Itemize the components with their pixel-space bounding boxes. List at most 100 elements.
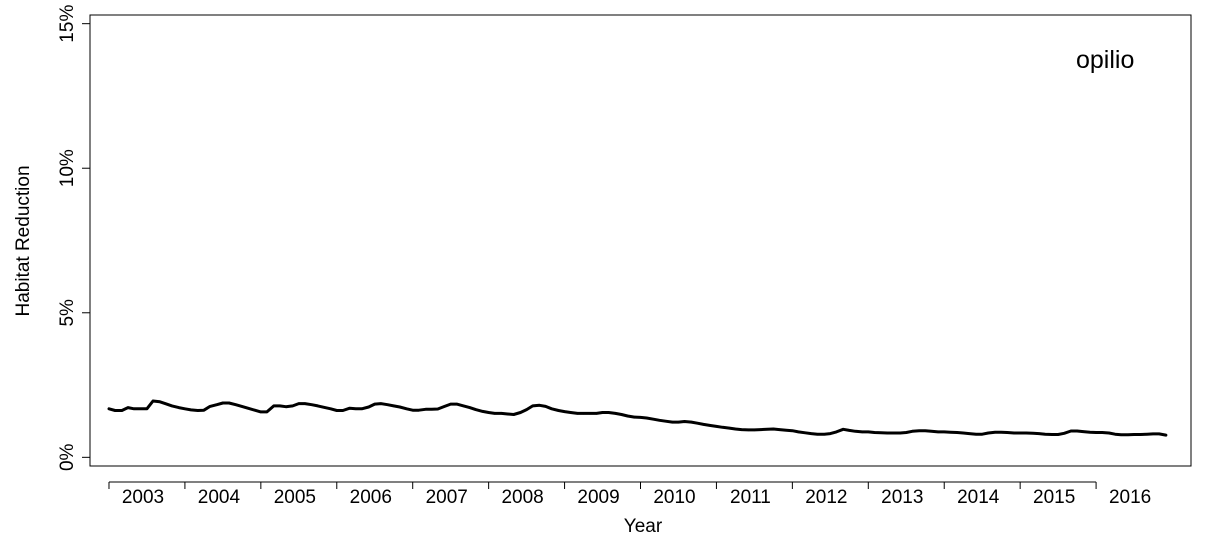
series-point [227,401,231,405]
series-point [1151,432,1155,436]
series-point [905,431,908,434]
series-point [1101,431,1104,434]
series-point [955,431,959,434]
series-point [417,409,420,412]
series-point [924,429,927,432]
series-point [835,430,838,434]
series-point [436,407,439,411]
x-tick-label: 2010 [653,487,695,508]
y-tick-label: 0% [57,443,78,471]
series-point [797,430,800,434]
series-point [329,407,332,410]
series-point [766,428,769,431]
series-point [728,426,731,430]
x-tick-label: 2008 [501,487,543,508]
series-point [215,403,218,406]
series-point [652,418,655,421]
series-point [1056,433,1060,436]
series-point [734,427,737,431]
series-point [259,410,262,414]
series-point [512,413,515,416]
x-tick-label: 2005 [274,487,316,508]
series-point [867,430,870,434]
series-point [1012,431,1016,435]
series-point [664,420,667,423]
series-point [424,408,427,411]
series-point [335,409,338,412]
series-point [132,407,136,410]
series-point [265,410,269,414]
series-point [443,405,446,408]
series-point [709,424,712,427]
series-point [481,410,484,413]
x-axis: 2003 2004 2005 2006 2007 2008 2009 2010 2011 2012… [108,481,1151,508]
series-point [183,407,187,410]
y-tick-label: 15% [57,5,78,43]
series-point [234,403,237,406]
series-point [1126,433,1130,436]
series-point [493,412,496,415]
series-point [911,430,914,433]
series-point [1082,430,1085,433]
series-point [614,412,617,415]
series-point [538,404,541,407]
series-point [462,404,465,408]
series-point [164,402,168,405]
series-point [278,404,281,408]
series-point [1000,431,1003,434]
series-point [892,431,895,435]
series-point [1145,433,1149,436]
series-point [1107,431,1111,435]
series-point [455,402,458,406]
series-point [842,428,845,431]
series-point [899,431,902,435]
series-point [671,420,674,424]
series-point [126,406,130,409]
series-point [354,407,357,410]
series-point [519,411,522,414]
series-point [525,408,528,411]
series-point [987,431,990,435]
series-point [1138,433,1142,436]
series-point [151,399,155,403]
series-point [411,409,414,412]
x-axis-title: Year [624,516,663,537]
series-point [107,407,111,410]
series-point [392,404,395,408]
y-tick-label: 5% [57,299,78,327]
series-point [930,430,933,433]
series-point [322,406,326,409]
x-tick-label: 2004 [198,487,241,508]
series-point [468,406,471,409]
series-point [373,402,376,406]
x-tick-label: 2007 [426,487,468,508]
series-point [993,431,997,434]
series-point [576,412,579,415]
series-point [310,403,313,406]
series-point [297,402,300,405]
series-point [747,428,750,432]
series-point [1088,431,1092,434]
series-point [620,413,623,416]
series-point [386,403,389,406]
series-point [943,430,946,434]
series-point [1094,431,1098,434]
series-point [221,401,225,405]
series-point [588,412,591,415]
series-point [550,407,553,410]
series-point [949,431,952,434]
series-point [981,433,984,436]
x-tick-label: 2014 [957,487,1000,508]
series-point [772,427,775,431]
series-point [1050,433,1054,436]
habitat-reduction-series-line [107,399,1168,437]
series-point [202,409,206,412]
series-point [639,416,642,419]
series-point [968,432,971,435]
series-point [702,423,705,426]
series-point [683,420,686,423]
series-point [348,407,351,410]
series-point [1164,433,1168,437]
y-tick-label: 10% [57,149,78,187]
